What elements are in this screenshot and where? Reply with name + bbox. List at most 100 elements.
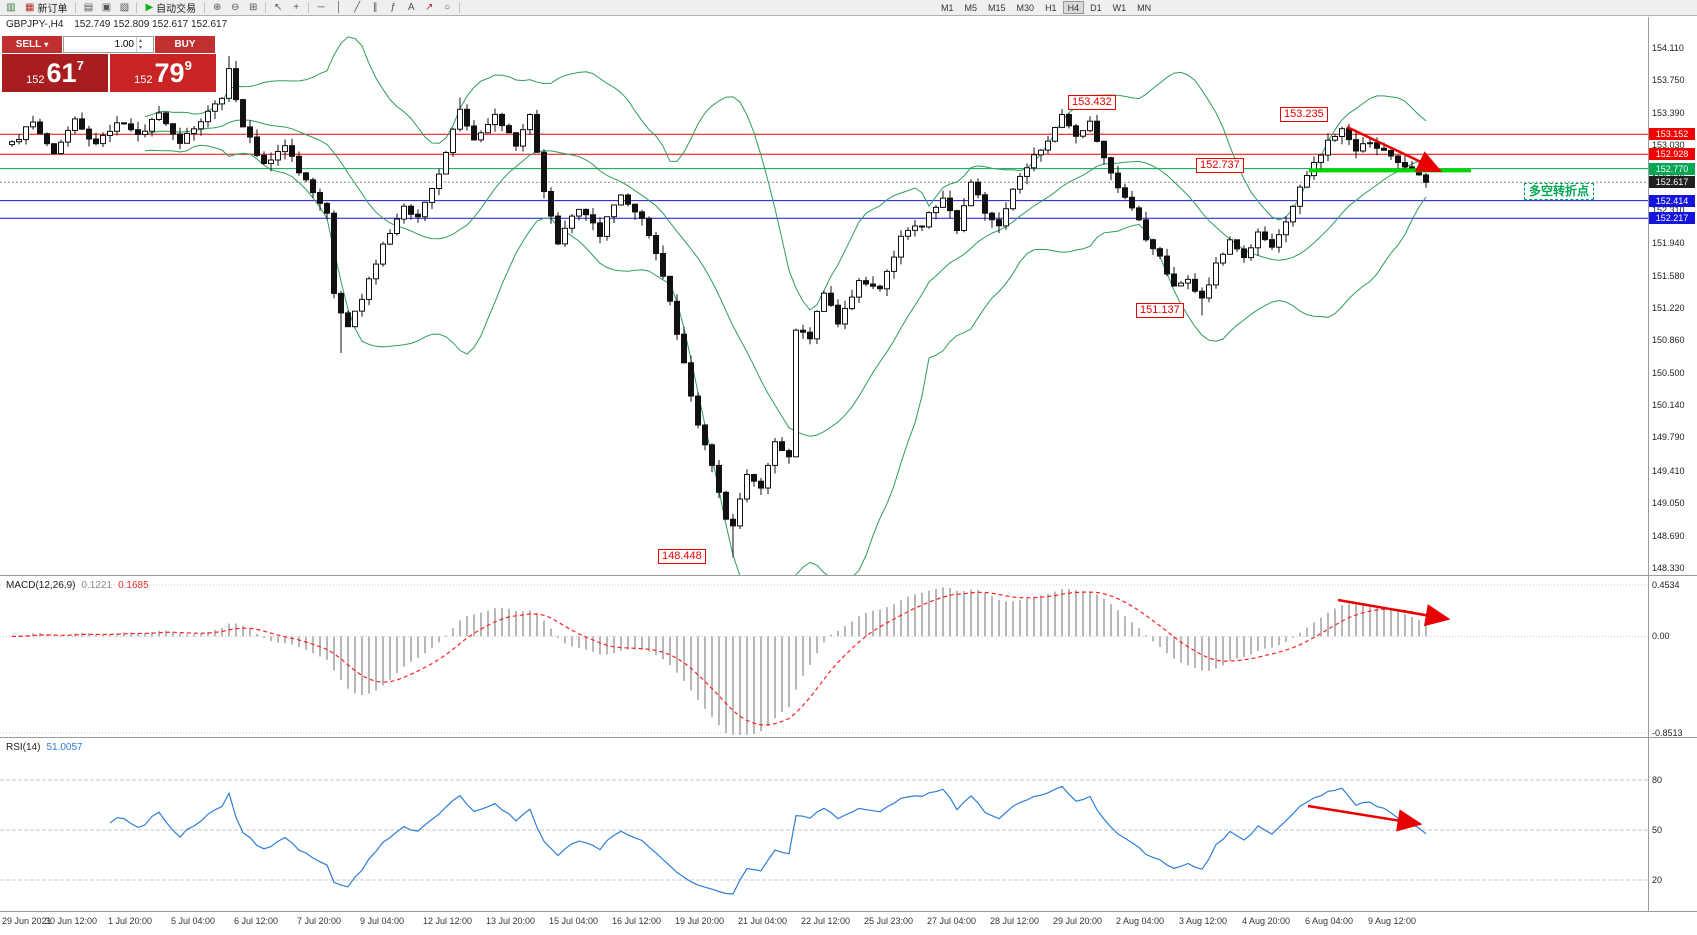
volume-input[interactable] xyxy=(64,37,136,52)
time-axis-label: 4 Aug 20:00 xyxy=(1242,916,1291,926)
horizontal-line-icon: ─ xyxy=(317,1,325,13)
vertical-line-icon: │ xyxy=(336,1,343,13)
trendline-icon[interactable]: ╱ xyxy=(349,1,365,15)
price-tick-label: 151.220 xyxy=(1652,303,1685,313)
market-watch-icon: ▣ xyxy=(101,1,112,13)
price-tick-label: 153.750 xyxy=(1652,75,1685,86)
sell-price-big: 61 xyxy=(46,58,77,88)
sell-button[interactable]: SELL ▾ xyxy=(2,36,62,53)
volume-up-button[interactable]: ▴ xyxy=(139,37,143,44)
time-axis-label: 9 Aug 12:00 xyxy=(1368,916,1417,926)
buy-price-pip: 9 xyxy=(184,58,192,73)
macd-signal-value: 0.1685 xyxy=(118,580,149,591)
timeframe-m5[interactable]: M5 xyxy=(964,3,978,13)
channel-icon[interactable]: ∥ xyxy=(367,1,383,15)
time-axis-label: 27 Jul 04:00 xyxy=(927,916,977,926)
time-axis-label: 6 Jul 12:00 xyxy=(234,916,279,926)
trendline-icon: ╱ xyxy=(354,1,361,13)
sell-price-prefix: 152 xyxy=(26,74,45,86)
arrows-tool-icon[interactable]: ↗ xyxy=(421,1,437,15)
price-tick-label: 149.410 xyxy=(1652,465,1685,476)
price-tick-label: 148.330 xyxy=(1652,563,1685,573)
timeframe-group: M1 M5 M15 M30 H1 H4 D1 W1 MN xyxy=(936,1,1156,14)
macd-panel xyxy=(0,584,1648,735)
buy-price-button[interactable]: 152 79 9 xyxy=(110,54,216,92)
shapes-icon[interactable]: ○ xyxy=(439,1,455,15)
fibonacci-icon[interactable]: ƒ xyxy=(385,1,401,15)
macd-tick-label: 0.4534 xyxy=(1652,580,1680,590)
time-axis-label: 22 Jul 12:00 xyxy=(801,916,851,926)
navigator-icon: ▨ xyxy=(119,1,130,13)
price-panel xyxy=(0,36,1648,575)
time-axis-label: 19 Jul 20:00 xyxy=(675,916,725,926)
cursor-icon[interactable]: ↖ xyxy=(270,1,286,15)
shapes-icon: ○ xyxy=(444,1,451,13)
price-callout-label: 153.235 xyxy=(1280,107,1328,122)
volume-field: ▴ ▾ xyxy=(63,36,154,53)
time-axis-label: 30 Jun 12:00 xyxy=(45,916,98,926)
new-chart-icon[interactable]: ▥ xyxy=(3,1,19,15)
buy-button[interactable]: BUY xyxy=(155,36,215,53)
macd-tick-label: 0.00 xyxy=(1652,631,1670,642)
market-watch-icon[interactable]: ▣ xyxy=(98,1,114,15)
macd-name: MACD(12,26,9) xyxy=(6,580,76,591)
time-axis-label: 1 Jul 20:00 xyxy=(108,916,153,926)
price-tag: 152.928 xyxy=(1649,148,1695,161)
zoom-in-icon[interactable]: ⊕ xyxy=(209,1,225,15)
crosshair-icon[interactable]: + xyxy=(288,1,304,15)
time-axis-label: 25 Jul 23:00 xyxy=(864,916,914,926)
fibonacci-icon: ƒ xyxy=(390,1,396,13)
time-axis-label: 9 Jul 04:00 xyxy=(360,916,405,926)
macd-tick-label: -0.8513 xyxy=(1652,728,1683,738)
price-tag: 152.770 xyxy=(1649,162,1695,175)
timeframe-h4[interactable]: H4 xyxy=(1062,1,1085,14)
price-callout-label: 153.432 xyxy=(1068,95,1116,110)
price-tick-label: 149.050 xyxy=(1652,498,1685,509)
time-axis-label: 2 Aug 04:00 xyxy=(1116,916,1165,926)
rsi-panel xyxy=(0,779,1648,895)
toolbar-separator xyxy=(459,2,461,13)
one-click-trading-panel: SELL ▾ ▴ ▾ BUY 152 61 7 152 79 xyxy=(2,36,216,92)
auto-trading-button[interactable]: ▶ 自动交易 xyxy=(141,1,200,15)
timeframe-mn[interactable]: MN xyxy=(1137,3,1152,13)
price-callout-label: 151.137 xyxy=(1136,303,1184,318)
tile-windows-icon: ⊞ xyxy=(248,1,258,13)
tile-windows-icon[interactable]: ⊞ xyxy=(245,1,261,15)
new-order-label: 新订单 xyxy=(37,4,68,15)
channel-icon: ∥ xyxy=(372,1,378,13)
toolbar-separator xyxy=(265,2,267,13)
volume-spinner: ▴ ▾ xyxy=(136,37,144,52)
toolbar: ▥ ▦ 新订单 ▤ ▣ ▨ ▶ 自动交易 ⊕ ⊖ ⊞ ↖ + ─ │ ╱ ∥ ƒ A ↗ ○ M1 M5 M15 M30 H1 H4… xyxy=(0,0,1697,16)
price-tag: 152.617 xyxy=(1649,176,1695,189)
volume-down-button[interactable]: ▾ xyxy=(139,44,143,51)
arrows-tool-icon: ↗ xyxy=(424,1,434,13)
crosshair-icon: + xyxy=(293,1,300,13)
text-tool-icon[interactable]: A xyxy=(403,1,419,15)
timeframe-d1[interactable]: D1 xyxy=(1090,3,1102,13)
timeframe-w1[interactable]: W1 xyxy=(1112,3,1127,13)
macd-value: 0.1221 xyxy=(81,580,113,591)
horizontal-line-icon[interactable]: ─ xyxy=(313,1,329,15)
time-axis-label: 3 Aug 12:00 xyxy=(1179,916,1228,926)
rsi-tick-label: 20 xyxy=(1652,875,1663,885)
timeframe-m15[interactable]: M15 xyxy=(988,3,1006,13)
profiles-icon: ▤ xyxy=(83,1,94,13)
time-axis-label: 13 Jul 20:00 xyxy=(486,916,536,926)
time-axis-label: 28 Jul 12:00 xyxy=(990,916,1040,926)
price-tick-label: 148.690 xyxy=(1652,530,1685,541)
new-order-button[interactable]: ▦ 新订单 xyxy=(21,1,71,15)
zoom-out-icon[interactable]: ⊖ xyxy=(227,1,243,15)
time-axis-label: 21 Jul 04:00 xyxy=(738,916,788,926)
timeframe-m1[interactable]: M1 xyxy=(941,3,954,13)
navigator-icon[interactable]: ▨ xyxy=(116,1,132,15)
vertical-line-icon[interactable]: │ xyxy=(331,1,347,15)
price-tick-label: 153.390 xyxy=(1652,107,1685,118)
timeframe-m30[interactable]: M30 xyxy=(1016,3,1035,13)
timeframe-h1[interactable]: H1 xyxy=(1045,3,1057,13)
price-tick-label: 149.790 xyxy=(1652,431,1685,442)
profiles-icon[interactable]: ▤ xyxy=(80,1,96,15)
cursor-icon: ↖ xyxy=(273,1,283,13)
sell-price-button[interactable]: 152 61 7 xyxy=(2,54,108,92)
price-tick-label: 151.580 xyxy=(1652,270,1685,281)
